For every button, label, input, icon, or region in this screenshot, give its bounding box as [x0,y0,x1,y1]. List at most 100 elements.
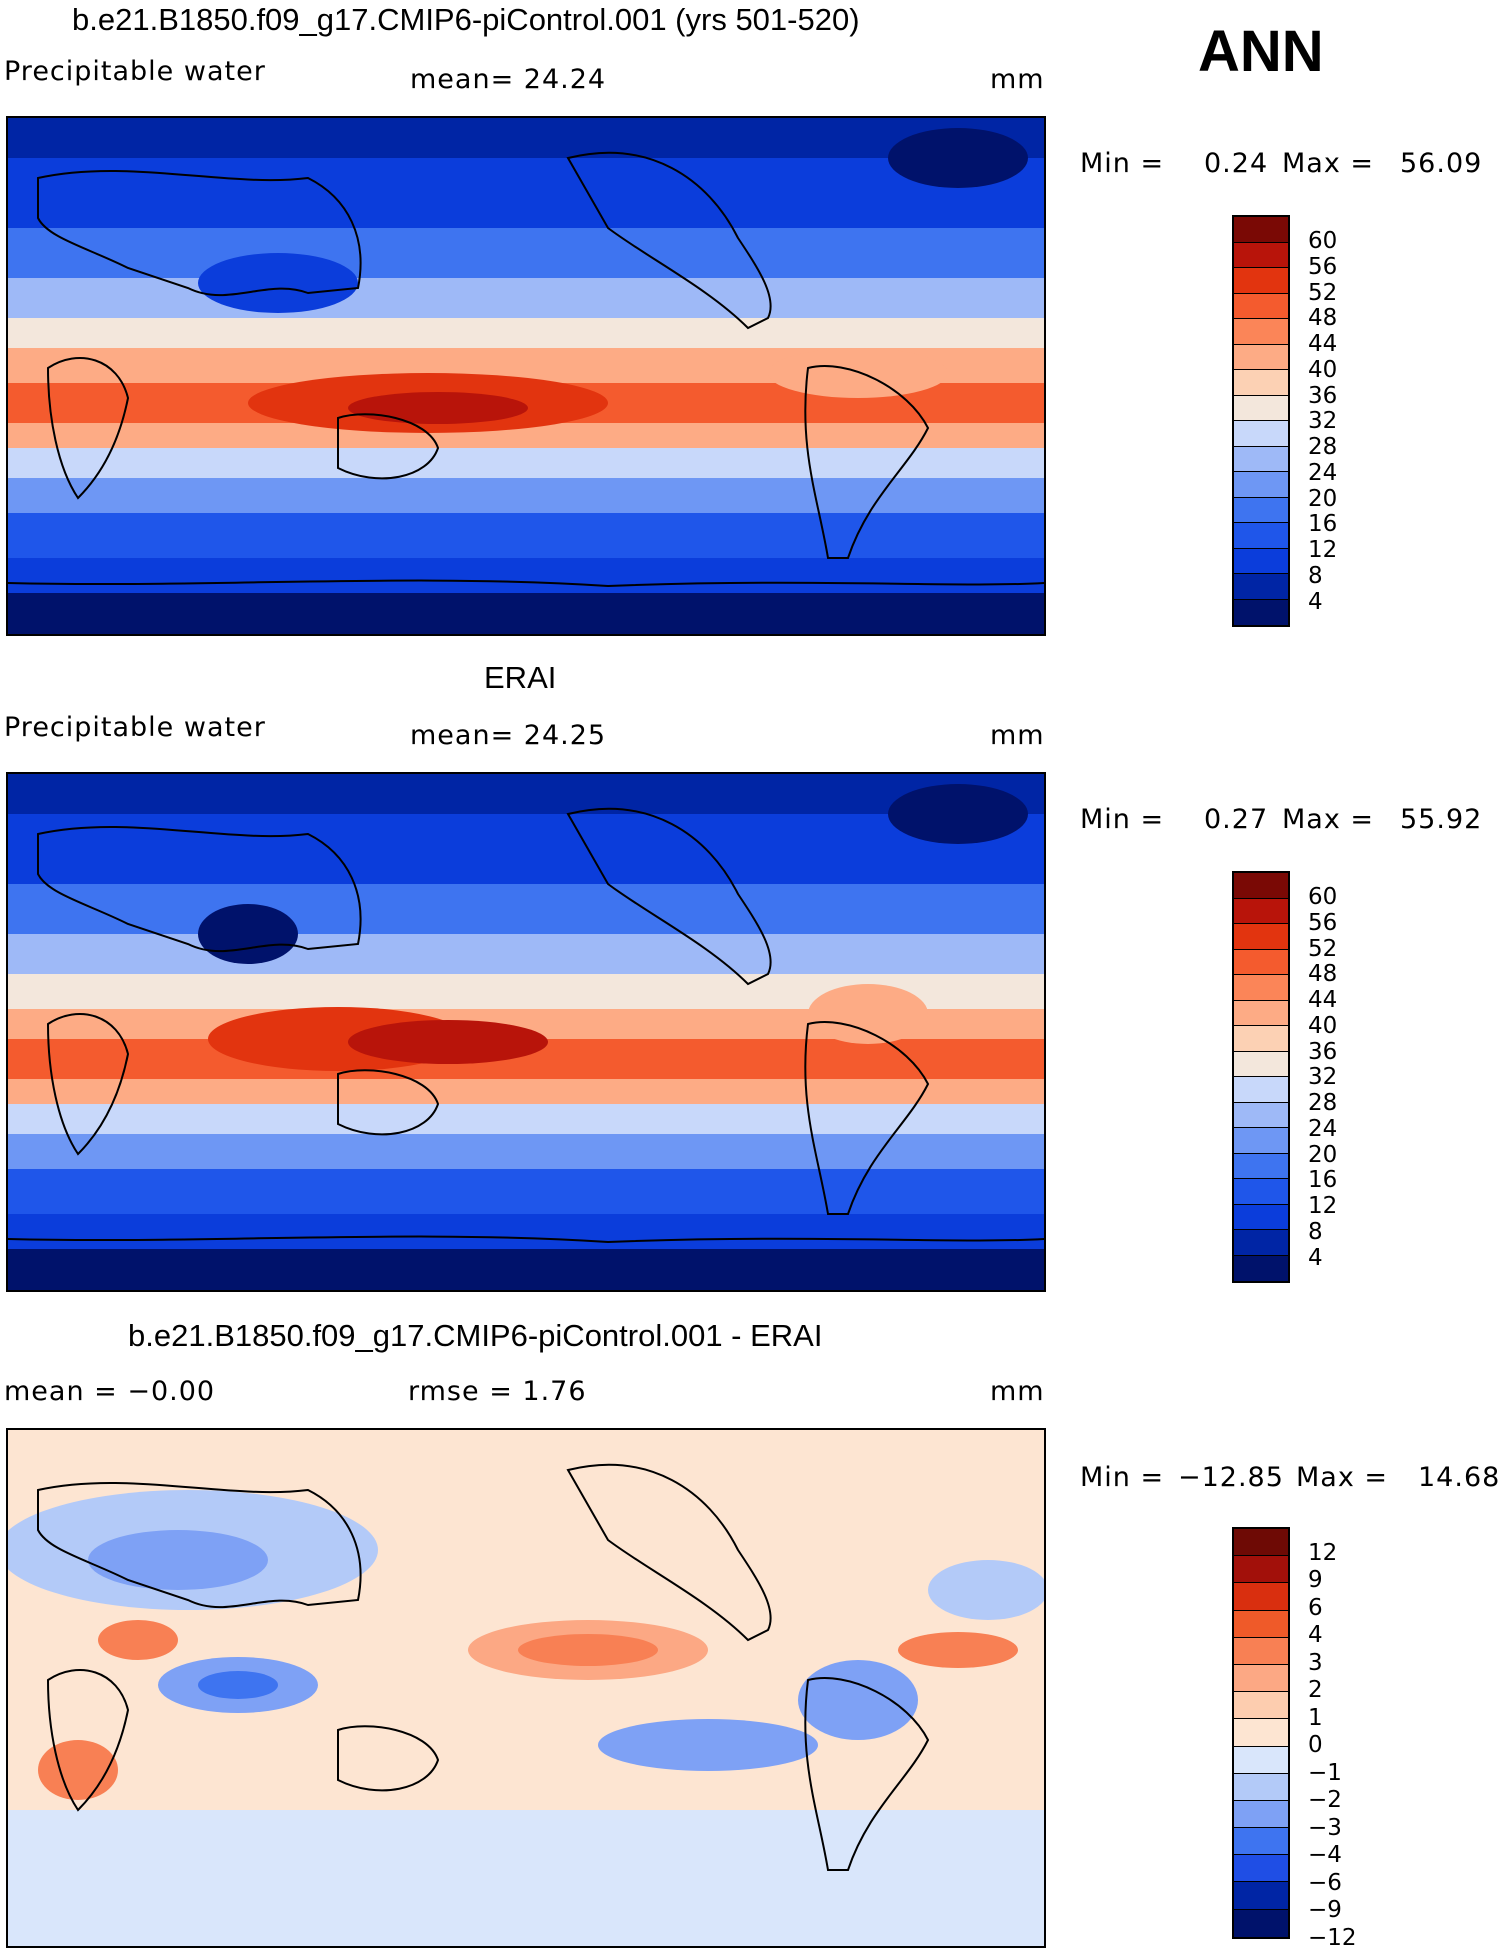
colorbar-swatch [1234,523,1288,549]
colorbar-tick: 36 [1308,1038,1338,1065]
colorbar-tick: 56 [1308,909,1338,936]
colorbar-tick: 24 [1308,459,1338,486]
colorbar-swatch [1234,898,1288,924]
panel-2-title: ERAI [484,660,557,695]
panel-1-units: mm [990,64,1045,95]
panel-3-rmse-label: rmse = 1.76 [408,1376,587,1407]
season-label: ANN [1198,19,1324,84]
colorbar-tick: 8 [1308,562,1323,589]
colorbar-swatch [1234,924,1288,950]
colorbar-swatch [1234,975,1288,1001]
panel-3-title: b.e21.B1850.f09_g17.CMIP6-piControl.001 … [128,1318,823,1353]
panel-1-min-label: Min = [1080,148,1165,179]
colorbar-tick: −9 [1308,1897,1342,1924]
colorbar-tick: 28 [1308,434,1338,460]
colorbar-tick: 9 [1308,1567,1323,1594]
colorbar-tick: 52 [1308,279,1338,306]
colorbar-tick: −2 [1308,1787,1342,1814]
panel-1-mean-label: mean= 24.24 [410,64,607,95]
colorbar-swatch [1234,1882,1288,1910]
colorbar-swatch [1234,395,1288,421]
panel-2-max-label: Max = [1282,804,1375,835]
panel-3-max-label: Max = [1296,1462,1389,1493]
colorbar-swatch [1234,1000,1288,1026]
panel-2-min-value: 0.27 [1204,804,1269,835]
colorbar-tick: −6 [1308,1869,1342,1896]
panel-1-variable-label: Precipitable water [4,56,266,87]
colorbar-swatch [1234,1128,1288,1154]
colorbar-tick: 4 [1308,1622,1323,1649]
panel-1-colorbar [1232,215,1290,627]
colorbar-swatch [1234,1204,1288,1230]
colorbar-swatch [1234,497,1288,523]
colorbar-tick: −4 [1308,1842,1342,1869]
colorbar-tick: 56 [1308,253,1338,280]
panel-2-map [6,772,1046,1292]
colorbar-tick: 60 [1308,884,1338,910]
colorbar-tick: 48 [1308,961,1338,988]
colorbar-tick: 3 [1308,1649,1323,1676]
panel-3-mean-label: mean = −0.00 [4,1376,216,1407]
colorbar-tick: 1 [1308,1704,1323,1731]
panel-2-colorbar [1232,871,1290,1283]
colorbar-swatch [1234,293,1288,319]
colorbar-tick: −1 [1308,1759,1342,1786]
panel-2-units: mm [990,720,1045,751]
colorbar-tick: 40 [1308,356,1338,383]
colorbar-tick: 4 [1308,588,1323,615]
colorbar-tick: 48 [1308,305,1338,332]
colorbar-tick: 12 [1308,537,1338,563]
colorbar-tick: 36 [1308,382,1338,409]
colorbar-swatch [1234,1800,1288,1829]
colorbar-swatch [1234,446,1288,472]
colorbar-swatch [1234,421,1288,447]
colorbar-tick: 16 [1308,511,1338,538]
colorbar-swatch [1234,1610,1288,1638]
colorbar-swatch [1234,1026,1288,1052]
colorbar-tick: 32 [1308,1064,1338,1091]
colorbar-swatch [1234,949,1288,975]
colorbar-swatch [1234,242,1288,268]
colorbar-swatch [1234,1255,1288,1281]
colorbar-tick: 24 [1308,1115,1338,1142]
colorbar-tick: −12 [1308,1924,1357,1951]
colorbar-swatch [1234,873,1288,899]
panel-2-min-label: Min = [1080,804,1165,835]
panel-3-colorbar [1232,1527,1290,1939]
colorbar-tick: 4 [1308,1244,1323,1271]
panel-1-max-label: Max = [1282,148,1375,179]
panel-1-min-value: 0.24 [1204,148,1269,179]
panel-2-mean-label: mean= 24.25 [410,720,607,751]
colorbar-swatch [1234,1773,1288,1801]
colorbar-swatch [1234,548,1288,574]
colorbar-swatch [1234,1909,1288,1937]
colorbar-swatch [1234,1855,1288,1883]
colorbar-tick: 44 [1308,987,1338,1013]
colorbar-tick: 6 [1308,1594,1323,1621]
panel-3-min-label: Min = [1080,1462,1165,1493]
colorbar-tick: 12 [1308,1540,1338,1566]
colorbar-swatch [1234,1583,1288,1611]
colorbar-swatch [1234,1051,1288,1077]
colorbar-swatch [1234,574,1288,600]
colorbar-swatch [1234,217,1288,243]
colorbar-tick: 20 [1308,485,1338,512]
colorbar-tick: 28 [1308,1090,1338,1116]
colorbar-tick: 16 [1308,1167,1338,1194]
panel-3-units: mm [990,1376,1045,1407]
colorbar-swatch [1234,1719,1288,1747]
colorbar-swatch [1234,1179,1288,1205]
panel-1-max-value: 56.09 [1400,148,1483,179]
colorbar-swatch [1234,1077,1288,1103]
colorbar-tick: 2 [1308,1677,1323,1704]
colorbar-swatch [1234,1637,1288,1665]
colorbar-swatch [1234,599,1288,625]
colorbar-swatch [1234,1556,1288,1584]
colorbar-swatch [1234,1746,1288,1774]
colorbar-tick: 8 [1308,1218,1323,1245]
colorbar-tick: 12 [1308,1193,1338,1219]
colorbar-swatch [1234,1692,1288,1720]
colorbar-swatch [1234,1153,1288,1179]
colorbar-swatch [1234,1102,1288,1128]
panel-2-variable-label: Precipitable water [4,712,266,743]
